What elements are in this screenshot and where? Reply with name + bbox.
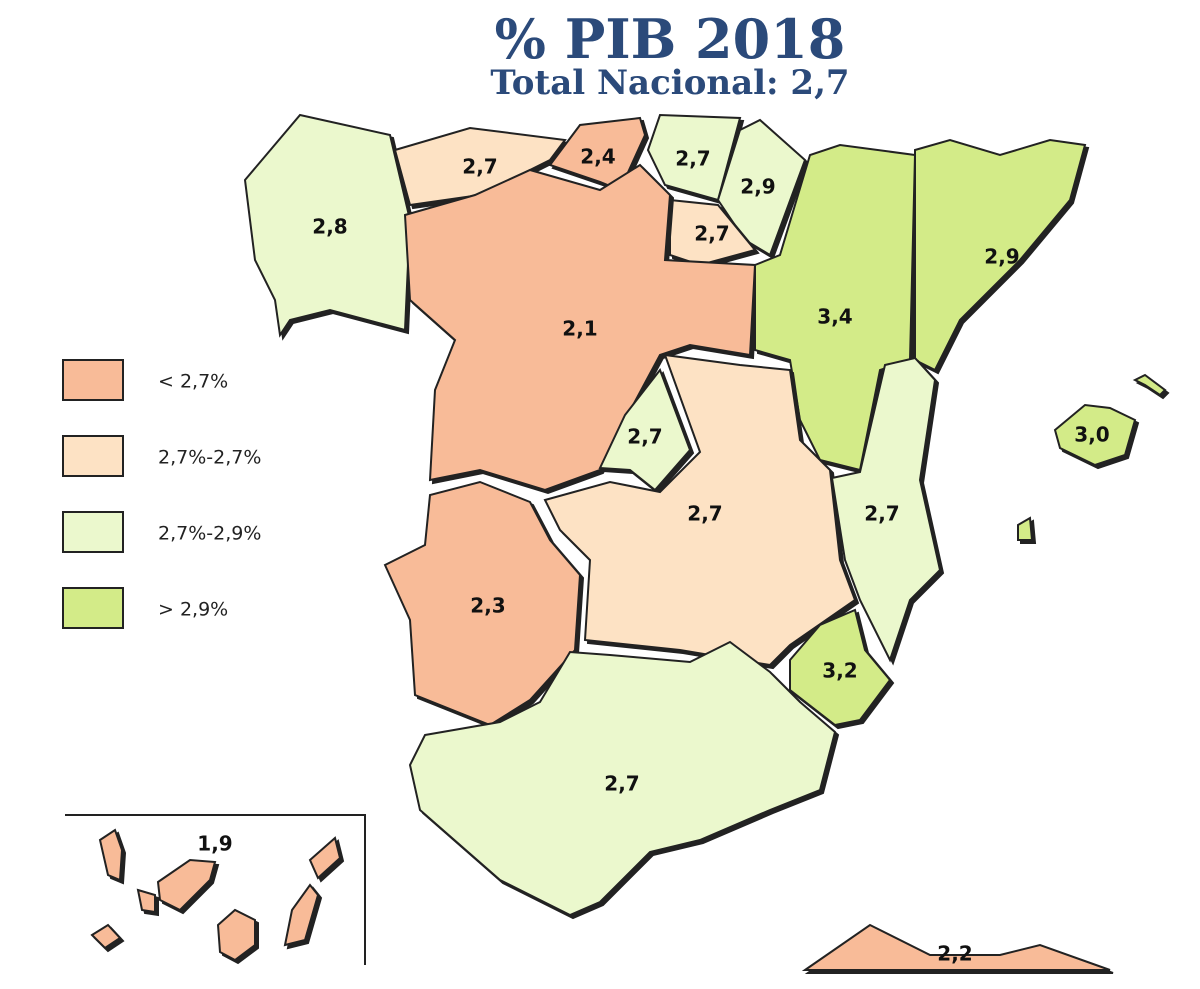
region bbox=[914, 138, 1087, 372]
legend-label: < 2,7% bbox=[158, 371, 228, 393]
region bbox=[789, 608, 892, 727]
region bbox=[598, 367, 692, 492]
region-label: 2,7 bbox=[604, 772, 639, 796]
region bbox=[216, 908, 256, 962]
region bbox=[156, 858, 217, 912]
region bbox=[1053, 403, 1137, 467]
region-label: 2,9 bbox=[984, 245, 1019, 269]
region bbox=[90, 923, 122, 950]
region bbox=[543, 353, 857, 667]
region bbox=[308, 836, 342, 880]
region bbox=[1017, 516, 1034, 541]
region-label: 2,9 bbox=[740, 175, 775, 199]
legend-label: 2,7%-2,7% bbox=[158, 447, 261, 469]
legend-label: > 2,9% bbox=[158, 599, 228, 621]
region bbox=[1132, 373, 1167, 397]
region-label: 2,8 bbox=[312, 215, 347, 239]
region bbox=[801, 923, 1111, 971]
region-label: 3,4 bbox=[817, 305, 852, 329]
region-label: 2,7 bbox=[675, 147, 710, 171]
legend-label: 2,7%-2,9% bbox=[158, 523, 261, 545]
region-label: 1,9 bbox=[197, 832, 232, 856]
region bbox=[669, 198, 757, 267]
region bbox=[408, 640, 837, 917]
region-label: 2,7 bbox=[627, 425, 662, 449]
region bbox=[646, 113, 742, 202]
legend: < 2,7% 2,7%-2,7% 2,7%-2,9% > 2,9% bbox=[62, 359, 261, 629]
region-label: 2,2 bbox=[937, 942, 972, 966]
region bbox=[393, 126, 567, 207]
inset-frame bbox=[65, 814, 366, 965]
region-label: 2,7 bbox=[462, 155, 497, 179]
region-label: 2,3 bbox=[470, 594, 505, 618]
region bbox=[383, 480, 582, 727]
legend-swatch bbox=[62, 511, 124, 553]
region bbox=[98, 828, 124, 882]
region-label: 2,1 bbox=[562, 317, 597, 341]
legend-swatch bbox=[62, 359, 124, 401]
region-label: 2,7 bbox=[687, 502, 722, 526]
subtitle: Total Nacional: 2,7 bbox=[490, 63, 849, 103]
region bbox=[283, 883, 320, 947]
region-label: 2,4 bbox=[580, 145, 615, 169]
region bbox=[136, 888, 156, 914]
title: % PIB 2018 bbox=[495, 7, 846, 71]
region-label: 2,7 bbox=[694, 222, 729, 246]
legend-swatch bbox=[62, 435, 124, 477]
region bbox=[830, 356, 942, 663]
region bbox=[548, 116, 647, 192]
region bbox=[754, 143, 917, 472]
region-label: 3,2 bbox=[822, 659, 857, 683]
region bbox=[243, 113, 412, 338]
region-label: 2,7 bbox=[864, 502, 899, 526]
legend-swatch bbox=[62, 587, 124, 629]
regions: 2,8 2,7 2,4 2,7 2,9 2,7 2,1 3,4 2,9 2,7 2,7 2,7 3,2 2… bbox=[90, 113, 1167, 971]
region bbox=[403, 163, 757, 492]
region-label: 3,0 bbox=[1074, 423, 1109, 447]
